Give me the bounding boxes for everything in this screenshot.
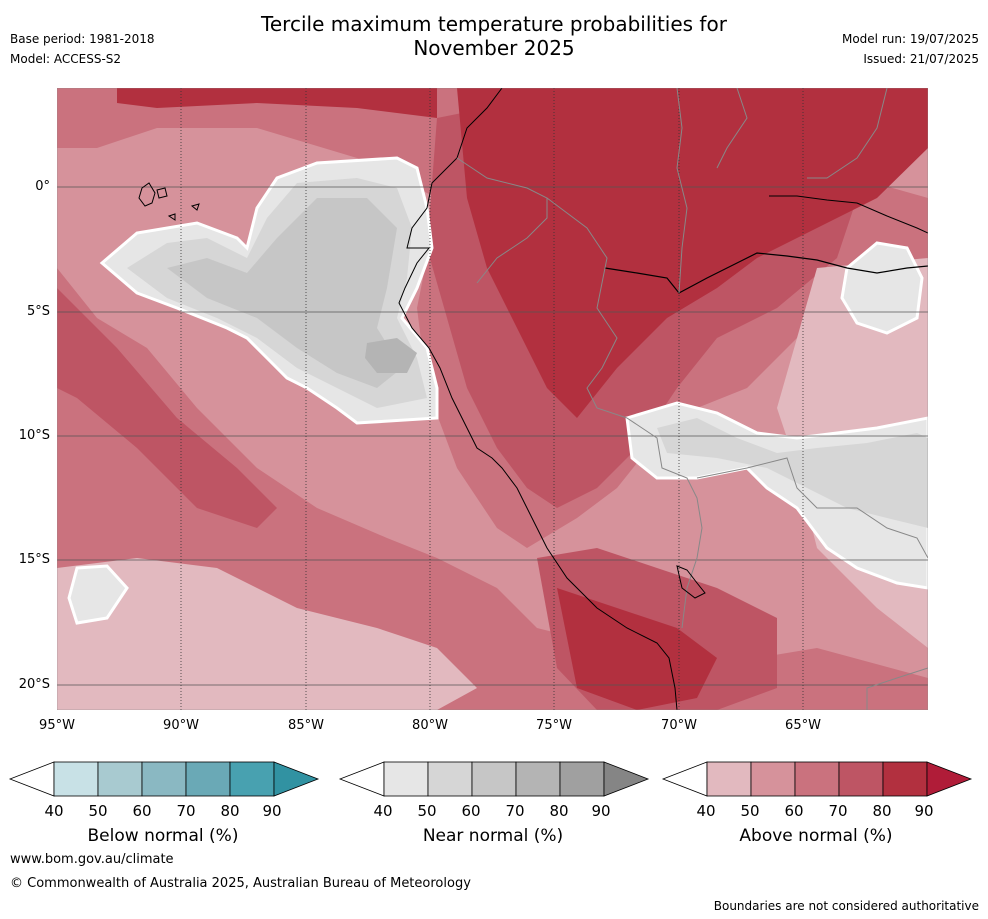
title-line-2: November 2025 (413, 36, 575, 60)
lon-label-65w: 65°W (785, 718, 821, 733)
colorbar-below-swatch (229, 761, 275, 797)
tick: 60 (784, 802, 804, 820)
country-borders (456, 88, 928, 710)
above-80-region-south (557, 588, 717, 710)
colorbar-near-extend-high (603, 761, 650, 797)
lat-label-20s: 20°S (18, 677, 50, 692)
gridlines (57, 186, 928, 686)
river-north (769, 195, 928, 234)
river (604, 252, 928, 294)
colorbar-below (8, 761, 320, 797)
tick: 40 (696, 802, 716, 820)
colorbar-near-title: Near normal (%) (422, 826, 564, 846)
near-normal-region-southwest (67, 564, 129, 625)
tick: 80 (549, 802, 569, 820)
lon-label-90w: 90°W (163, 718, 199, 733)
above-70-region-ocean (57, 288, 277, 528)
colorbar-below-swatch (185, 761, 231, 797)
galapagos-islands (138, 182, 200, 221)
model-run-text: Model run: 19/07/2025 (841, 32, 979, 46)
tick: 70 (828, 802, 848, 820)
footer-url: www.bom.gov.au/climate (10, 852, 174, 867)
tick: 70 (505, 802, 525, 820)
colorbar-above-swatch (794, 761, 840, 797)
near-normal-70-ocean (365, 338, 417, 373)
lon-label-70w: 70°W (661, 718, 697, 733)
footer-copyright: © Commonwealth of Australia 2025, Austra… (10, 876, 471, 891)
colorbar-above-swatch (882, 761, 928, 797)
colorbar-near-swatch (471, 761, 517, 797)
tick: 60 (132, 802, 152, 820)
colorbar-below-swatch (97, 761, 143, 797)
colorbar-near-swatch (515, 761, 561, 797)
tick: 50 (740, 802, 760, 820)
above-80-region-west (117, 88, 437, 118)
lat-label-5s: 5°S (26, 304, 50, 319)
tick: 90 (591, 802, 611, 820)
lat-label-0: 0° (35, 179, 50, 194)
colorbar-below-extend-low (8, 761, 55, 797)
colorbar-above-title: Above normal (%) (739, 826, 893, 846)
colorbar-below-title: Below normal (%) (87, 826, 239, 846)
tick: 60 (461, 802, 481, 820)
meta-right: Model run: 19/07/2025 Issued: 21/07/2025 (842, 29, 979, 69)
colorbar-near-swatch (383, 761, 429, 797)
tick: 40 (373, 802, 393, 820)
issued-text: Issued: 21/07/2025 (863, 52, 979, 66)
colorbar-near (338, 761, 650, 797)
near-normal-region-east (840, 241, 924, 335)
colorbar-above-extend-low (661, 761, 708, 797)
lat-label-10s: 10°S (18, 428, 50, 443)
lon-label-75w: 75°W (536, 718, 572, 733)
tick: 80 (872, 802, 892, 820)
colorbars (8, 761, 973, 797)
colorbar-near-swatch (559, 761, 605, 797)
colorbar-below-swatch (141, 761, 187, 797)
lake-titicaca (676, 565, 706, 599)
tick: 40 (44, 802, 64, 820)
near-normal-60-ocean (167, 198, 402, 388)
colorbar-near-extend-low (338, 761, 385, 797)
tick: 90 (914, 802, 934, 820)
colorbar-above (661, 761, 973, 797)
lat-label-15s: 15°S (18, 552, 50, 567)
model-text: Model: ACCESS-S2 (10, 52, 122, 66)
tick: 80 (220, 802, 240, 820)
colorbar-above-swatch (706, 761, 752, 797)
colorbar-near-swatch (427, 761, 473, 797)
colorbar-above-swatch (750, 761, 796, 797)
meta-left: Base period: 1981-2018 Model: ACCESS-S2 (10, 29, 155, 69)
probability-map (57, 88, 928, 710)
lon-label-85w: 85°W (288, 718, 324, 733)
lon-label-80w: 80°W (412, 718, 448, 733)
lon-label-95w: 95°W (39, 718, 75, 733)
colorbar-above-extend-high (926, 761, 973, 797)
coastline (398, 88, 678, 710)
tick: 50 (88, 802, 108, 820)
tick: 90 (262, 802, 282, 820)
map-title: Tercile maximum temperature probabilitie… (0, 12, 988, 60)
above-40-region-south (57, 558, 477, 710)
tick: 70 (176, 802, 196, 820)
footer-note: Boundaries are not considered authoritat… (713, 899, 979, 913)
base-period-text: Base period: 1981-2018 (10, 32, 155, 46)
colorbar-below-extend-high (273, 761, 320, 797)
colorbar-below-swatch (53, 761, 99, 797)
tick: 50 (417, 802, 437, 820)
above-80-region (457, 88, 928, 418)
title-line-1: Tercile maximum temperature probabilitie… (261, 12, 727, 36)
colorbar-above-swatch (838, 761, 884, 797)
